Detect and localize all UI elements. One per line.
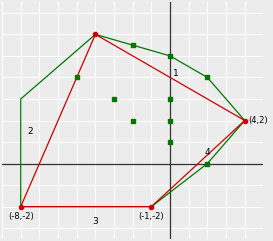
Text: (4,2): (4,2) [248,116,268,125]
Text: 2: 2 [27,127,33,136]
Text: 1: 1 [173,69,179,78]
Text: 3: 3 [93,217,98,226]
Text: (-1,-2): (-1,-2) [139,212,164,221]
Text: (-8,-2): (-8,-2) [8,212,34,221]
Text: 4: 4 [204,148,210,157]
